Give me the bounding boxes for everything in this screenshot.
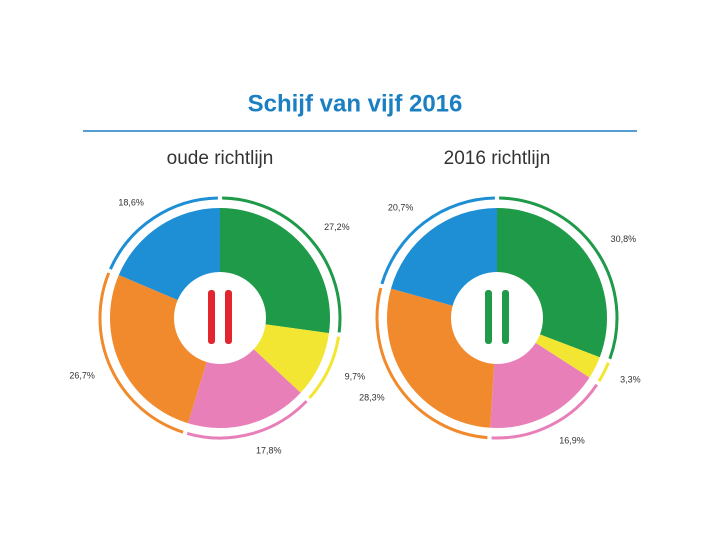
knife-icon [502, 290, 509, 344]
outer-ring [380, 196, 495, 285]
value-label: 17,8% [256, 446, 282, 456]
outer-ring [186, 400, 308, 440]
outer-ring [109, 196, 218, 270]
chart-title: oude richtlijn [167, 148, 274, 169]
outer-ring [597, 362, 610, 382]
fork-icon [208, 290, 215, 344]
value-label: 30,8% [611, 234, 637, 244]
value-label: 16,9% [559, 436, 585, 446]
value-label: 28,3% [359, 392, 385, 402]
chart-title: 2016 richtlijn [444, 148, 551, 169]
fork-icon [485, 290, 492, 344]
outer-ring [499, 196, 619, 360]
outer-ring [222, 196, 342, 333]
value-label: 27,2% [324, 222, 350, 232]
outer-ring [308, 336, 341, 400]
value-label: 9,7% [345, 372, 366, 382]
page-title: Schijf van vijf 2016 [248, 90, 463, 117]
value-label: 3,3% [620, 375, 641, 385]
outer-ring [491, 383, 599, 440]
value-label: 20,7% [388, 203, 414, 213]
value-label: 26,7% [69, 371, 95, 381]
knife-icon [225, 290, 232, 344]
outer-ring [98, 272, 184, 434]
value-label: 18,6% [118, 197, 144, 207]
center [174, 272, 266, 364]
outer-ring [375, 287, 488, 440]
center [451, 272, 543, 364]
